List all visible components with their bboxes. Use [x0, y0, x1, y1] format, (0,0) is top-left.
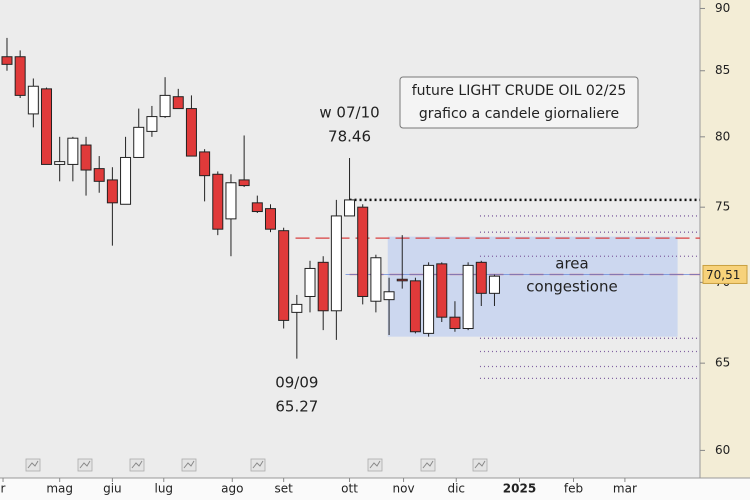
x-tick-label: mag: [46, 482, 73, 496]
chart-icon: [250, 458, 266, 472]
y-tick-label: 80: [715, 129, 730, 143]
y-tick-label: 60: [715, 443, 730, 457]
x-tick-label: nov: [393, 482, 415, 496]
candle-body: [370, 257, 382, 302]
candle-body: [251, 202, 263, 213]
title-box: [399, 76, 639, 129]
candle-body: [133, 126, 145, 158]
candle-body: [396, 278, 408, 282]
chart-icon-glyph: [474, 460, 486, 469]
plot-layer: [1, 37, 700, 380]
candle-body: [185, 108, 197, 157]
zone-label: area: [555, 255, 588, 273]
chart-icon: [25, 458, 41, 472]
candle-body: [120, 156, 132, 205]
candle-body: [199, 151, 211, 177]
candle-body: [357, 206, 369, 297]
candle-body: [80, 144, 92, 171]
last-price-box: [702, 264, 748, 284]
candle-body: [409, 280, 421, 333]
candle-body: [1, 56, 13, 65]
x-tick-label: giu: [103, 482, 122, 496]
candle-body: [146, 116, 158, 132]
candle-body: [106, 179, 118, 204]
x-tick-label: ago: [221, 482, 243, 496]
y-tick-label: 90: [715, 1, 730, 15]
chart-icon-glyph: [79, 460, 91, 469]
candle-body: [67, 137, 79, 165]
candle-body: [41, 88, 53, 165]
annotation: w 07/10: [319, 104, 379, 122]
candle-body: [264, 208, 276, 230]
candle-body: [291, 303, 303, 313]
annotation: 09/09: [275, 374, 318, 392]
x-tick-label: dic: [447, 482, 465, 496]
zone-label: congestione: [526, 278, 617, 296]
candle-body: [93, 168, 105, 182]
candle-body: [225, 182, 237, 220]
x-tick-label: ott: [341, 482, 358, 496]
candle-body: [14, 56, 26, 96]
annotation: 78.46: [328, 128, 371, 146]
x-tick-label: feb: [564, 482, 583, 496]
candle-body: [159, 94, 171, 118]
chart-icon: [420, 458, 436, 472]
candle-body: [423, 264, 435, 334]
candle-body: [278, 230, 290, 321]
last-price-label: 70,51: [706, 268, 740, 282]
congestion-zone: [387, 236, 678, 337]
chart-icon-glyph: [369, 460, 381, 469]
x-tick-label: set: [274, 482, 293, 496]
candle-body: [27, 85, 39, 115]
chart-subtitle: grafico a candele giornaliere: [419, 106, 619, 122]
candle-body: [330, 215, 342, 312]
candle-body: [238, 179, 250, 187]
candle-body: [304, 267, 316, 297]
y-tick-label: 75: [715, 200, 730, 214]
candle-body: [475, 261, 487, 294]
chart-icon-glyph: [183, 460, 195, 469]
x-tick-label: lug: [154, 482, 173, 496]
chart-title: future LIGHT CRUDE OIL 02/25: [412, 83, 627, 99]
annotation: 65.27: [275, 398, 318, 416]
candle-body: [449, 316, 461, 329]
candle-body: [383, 291, 395, 301]
x-tick-label: mar: [613, 482, 637, 496]
candle-body: [436, 263, 448, 318]
chart-icon-glyph: [27, 460, 39, 469]
chart-icon-glyph: [422, 460, 434, 469]
candle-body: [344, 199, 356, 217]
candle-body: [172, 96, 184, 110]
x-tick-label: 2025: [503, 482, 536, 496]
chart-icon-glyph: [131, 460, 143, 469]
candle-body: [488, 275, 500, 294]
candle-body: [54, 161, 66, 165]
candle-body: [462, 264, 474, 329]
chart-icon: [129, 458, 145, 472]
chart-icon: [367, 458, 383, 472]
y-tick-label: 65: [715, 356, 730, 370]
candle-body: [317, 261, 329, 312]
chart-icon: [77, 458, 93, 472]
x-axis-background: [0, 478, 750, 500]
chart-icon: [472, 458, 488, 472]
x-tick-label: r: [1, 482, 6, 496]
y-tick-label: 85: [715, 63, 730, 77]
y-axis-background: [700, 0, 750, 478]
chart-icon-glyph: [252, 460, 264, 469]
chart-icon: [181, 458, 197, 472]
candle-body: [212, 173, 224, 230]
